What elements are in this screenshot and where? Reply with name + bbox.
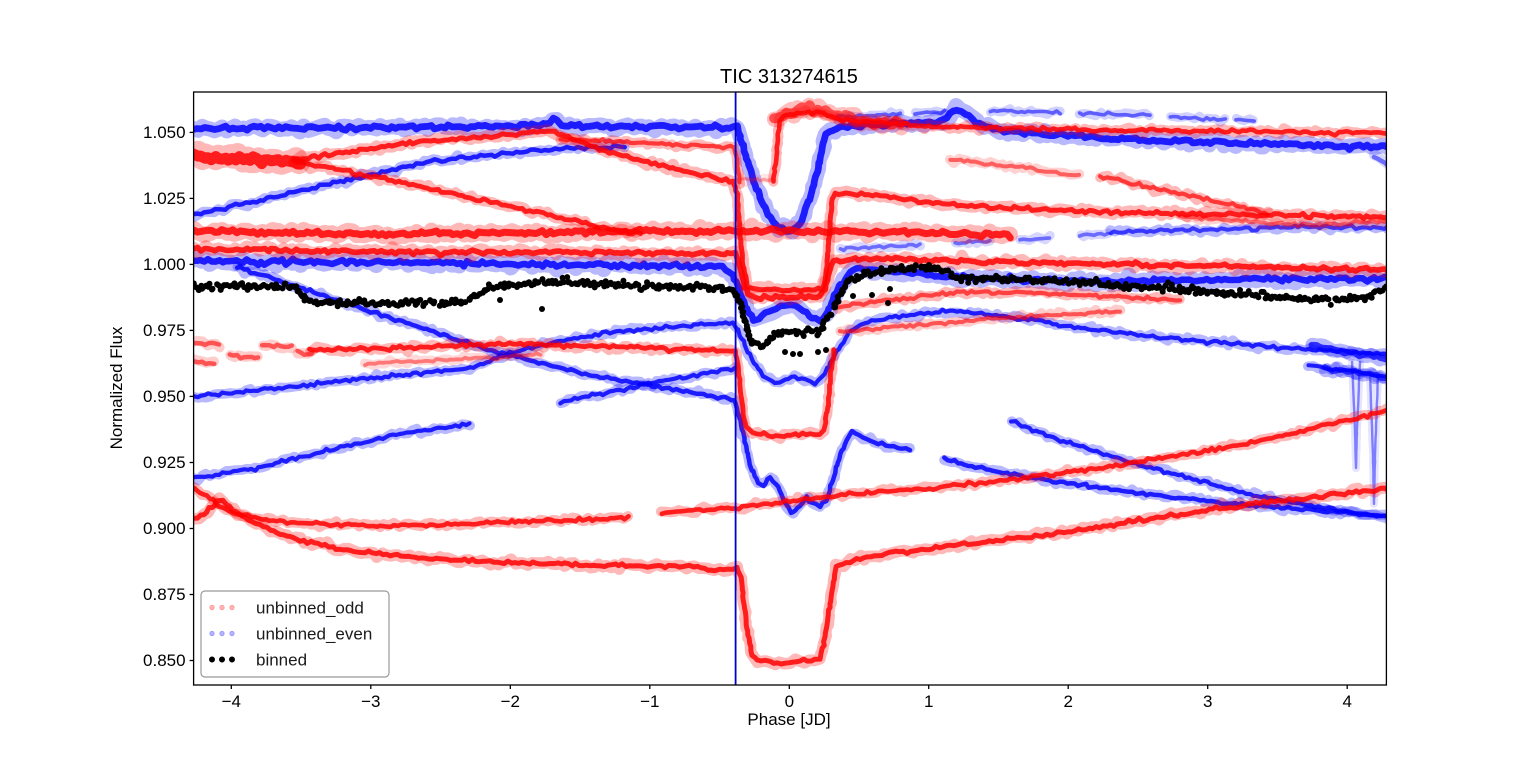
svg-text:1.050: 1.050 <box>143 123 186 142</box>
svg-text:unbinned_even: unbinned_even <box>256 625 372 644</box>
svg-text:1.000: 1.000 <box>143 255 186 274</box>
svg-text:0.900: 0.900 <box>143 519 186 538</box>
svg-text:Phase [JD]: Phase [JD] <box>747 710 830 729</box>
svg-text:−1: −1 <box>640 692 659 711</box>
svg-text:binned: binned <box>256 651 307 670</box>
svg-text:Normalized Flux: Normalized Flux <box>107 326 126 449</box>
svg-text:0.850: 0.850 <box>143 651 186 670</box>
svg-text:0.875: 0.875 <box>143 585 186 604</box>
svg-text:−3: −3 <box>361 692 380 711</box>
svg-text:TIC 313274615: TIC 313274615 <box>720 66 858 88</box>
svg-text:0.950: 0.950 <box>143 387 186 406</box>
svg-text:−4: −4 <box>222 692 241 711</box>
svg-text:−2: −2 <box>501 692 520 711</box>
svg-text:0.975: 0.975 <box>143 321 186 340</box>
svg-text:0.925: 0.925 <box>143 453 186 472</box>
svg-text:0: 0 <box>785 692 794 711</box>
svg-text:3: 3 <box>1203 692 1212 711</box>
svg-text:1: 1 <box>924 692 933 711</box>
svg-text:unbinned_odd: unbinned_odd <box>256 599 364 618</box>
svg-text:4: 4 <box>1342 692 1351 711</box>
svg-text:2: 2 <box>1063 692 1072 711</box>
svg-text:1.025: 1.025 <box>143 189 186 208</box>
